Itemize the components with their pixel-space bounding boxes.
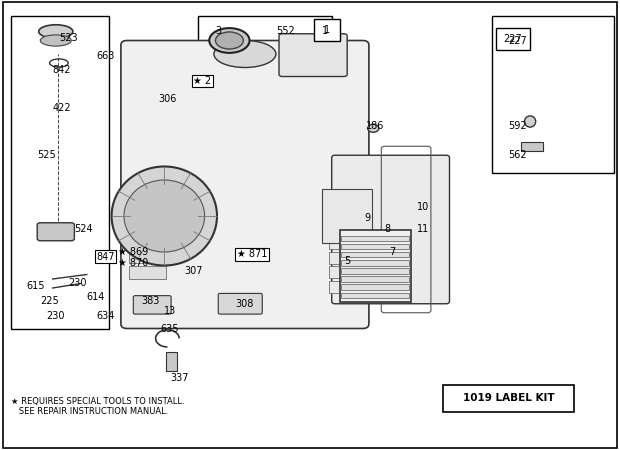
Bar (166, 352, 177, 371)
Text: 9: 9 (365, 213, 371, 223)
Text: 615: 615 (26, 281, 45, 291)
Text: 552: 552 (276, 27, 294, 36)
Text: 635: 635 (160, 324, 179, 333)
FancyBboxPatch shape (121, 40, 369, 328)
Text: ★ 870: ★ 870 (118, 258, 148, 268)
Bar (341, 284, 409, 290)
Ellipse shape (525, 116, 536, 127)
Bar (329, 223, 363, 235)
Text: 847: 847 (96, 252, 115, 261)
Ellipse shape (368, 124, 379, 132)
Text: 562: 562 (508, 150, 527, 160)
Ellipse shape (124, 180, 205, 252)
Text: 10: 10 (417, 202, 429, 212)
Bar (341, 260, 409, 265)
Bar (341, 276, 409, 282)
Ellipse shape (216, 32, 243, 49)
Bar (129, 203, 166, 216)
Text: 11: 11 (417, 225, 429, 234)
Text: 422: 422 (53, 103, 71, 113)
Text: 634: 634 (96, 311, 115, 321)
Text: 230: 230 (46, 311, 65, 321)
Text: 614: 614 (87, 292, 105, 302)
Text: ★ 869: ★ 869 (118, 247, 148, 257)
Text: 225: 225 (40, 297, 59, 306)
Bar (129, 219, 166, 232)
Bar (492, 16, 614, 173)
Text: 1: 1 (322, 27, 329, 36)
Bar (198, 16, 332, 47)
Text: 13: 13 (164, 306, 177, 315)
FancyBboxPatch shape (218, 293, 262, 314)
Ellipse shape (40, 35, 71, 46)
Text: 337: 337 (170, 373, 189, 383)
Bar (329, 209, 363, 220)
Bar (341, 236, 409, 241)
Bar (341, 292, 409, 298)
Bar (443, 385, 574, 412)
Bar (329, 266, 363, 278)
FancyBboxPatch shape (279, 34, 347, 76)
Text: 186: 186 (366, 121, 384, 131)
Bar (329, 238, 363, 249)
Text: 663: 663 (96, 51, 115, 61)
Bar (314, 19, 340, 40)
Text: 306: 306 (158, 94, 177, 104)
Text: 842: 842 (53, 65, 71, 75)
Ellipse shape (214, 40, 276, 68)
Bar (496, 28, 530, 50)
Text: 1: 1 (324, 25, 330, 35)
Text: eReplacementParts.com: eReplacementParts.com (157, 244, 364, 260)
Text: 592: 592 (508, 121, 527, 131)
Text: ★ REQUIRES SPECIAL TOOLS TO INSTALL.
   SEE REPAIR INSTRUCTION MANUAL.: ★ REQUIRES SPECIAL TOOLS TO INSTALL. SEE… (11, 397, 185, 416)
Bar (129, 188, 166, 200)
Text: 525: 525 (37, 150, 56, 160)
Text: ★ 871: ★ 871 (237, 249, 267, 259)
Text: 5: 5 (344, 256, 350, 266)
FancyBboxPatch shape (133, 296, 171, 314)
Bar (11, 16, 108, 328)
Bar (340, 230, 411, 302)
Text: 7: 7 (389, 247, 396, 257)
Text: 1019 LABEL KIT: 1019 LABEL KIT (463, 393, 554, 403)
Text: 3: 3 (215, 27, 221, 36)
Bar (129, 266, 166, 279)
Bar (341, 244, 409, 249)
Text: 8: 8 (384, 225, 391, 234)
Text: 524: 524 (74, 225, 93, 234)
Ellipse shape (38, 25, 73, 38)
Bar (341, 252, 409, 257)
Bar (341, 268, 409, 274)
Text: 308: 308 (236, 299, 254, 309)
Bar (129, 251, 166, 263)
Text: 307: 307 (185, 266, 203, 276)
Ellipse shape (112, 166, 217, 266)
FancyBboxPatch shape (37, 223, 74, 241)
Text: ★ 2: ★ 2 (193, 76, 211, 86)
Text: 847: 847 (96, 252, 115, 261)
Bar (129, 235, 166, 248)
Text: 227: 227 (508, 36, 527, 45)
Text: 383: 383 (141, 297, 160, 306)
Bar (322, 189, 372, 243)
Bar (329, 194, 363, 206)
Text: 523: 523 (59, 33, 78, 43)
Bar (329, 281, 363, 292)
Bar (329, 252, 363, 264)
Text: 227: 227 (503, 34, 522, 44)
Text: 230: 230 (68, 279, 87, 288)
Bar (521, 142, 542, 151)
Ellipse shape (210, 28, 249, 53)
FancyBboxPatch shape (332, 155, 450, 304)
